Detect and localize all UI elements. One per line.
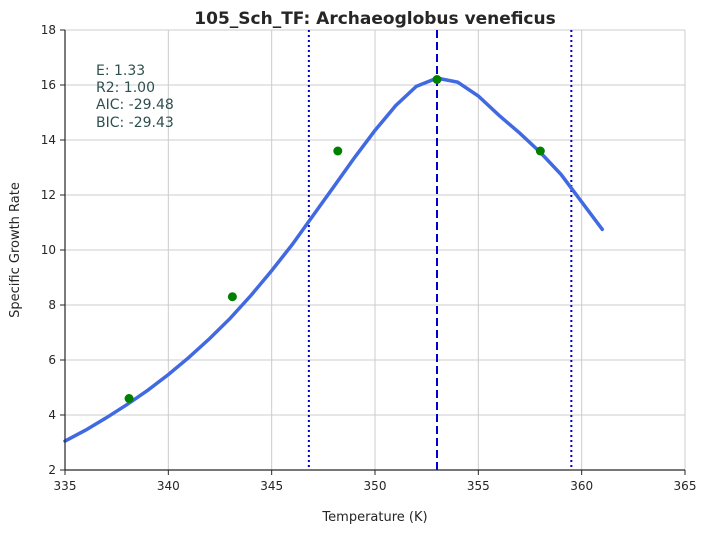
x-tick-label: 360 xyxy=(570,479,593,493)
stat-r2: R2: 1.00 xyxy=(96,80,155,96)
y-tick-label: 4 xyxy=(48,408,56,422)
stat-bic: BIC: -29.43 xyxy=(96,115,174,131)
data-point xyxy=(432,75,442,84)
fit-curve-line xyxy=(63,76,605,443)
y-tick-label: 6 xyxy=(48,353,56,367)
reference-lines xyxy=(307,30,573,470)
y-tick-label: 14 xyxy=(41,133,56,147)
data-points xyxy=(124,75,545,403)
x-tick-labels: 335 340 345 350 355 360 365 xyxy=(54,479,697,493)
x-tick-label: 365 xyxy=(674,479,697,493)
x-tick-label: 350 xyxy=(364,479,387,493)
y-tick-label: 16 xyxy=(41,78,56,92)
stat-aic: AIC: -29.48 xyxy=(96,97,174,113)
x-tick-label: 355 xyxy=(467,479,490,493)
x-tick-label: 335 xyxy=(54,479,77,493)
y-tick-label: 2 xyxy=(48,463,56,477)
data-point xyxy=(333,146,343,156)
grid-lines xyxy=(65,29,686,470)
y-axis-label: Specific Growth Rate xyxy=(8,182,23,318)
data-point xyxy=(535,146,545,156)
data-point xyxy=(227,292,237,302)
axes xyxy=(60,29,686,475)
x-tick-label: 340 xyxy=(157,479,180,493)
y-tick-label: 18 xyxy=(41,23,56,37)
y-tick-label: 8 xyxy=(48,298,56,312)
x-tick-label: 345 xyxy=(260,479,283,493)
data-point xyxy=(124,394,134,403)
y-tick-labels: 2 4 6 8 10 12 14 16 18 xyxy=(41,23,56,477)
fit-statistics: E: 1.33 R2: 1.00 AIC: -29.48 BIC: -29.43 xyxy=(96,63,174,131)
stat-e: E: 1.33 xyxy=(96,63,145,79)
y-tick-label: 10 xyxy=(41,243,56,257)
chart-title: 105_Sch_TF: Archaeoglobus veneficus xyxy=(194,9,555,29)
y-tick-label: 12 xyxy=(41,188,56,202)
x-axis-label: Temperature (K) xyxy=(321,510,427,525)
